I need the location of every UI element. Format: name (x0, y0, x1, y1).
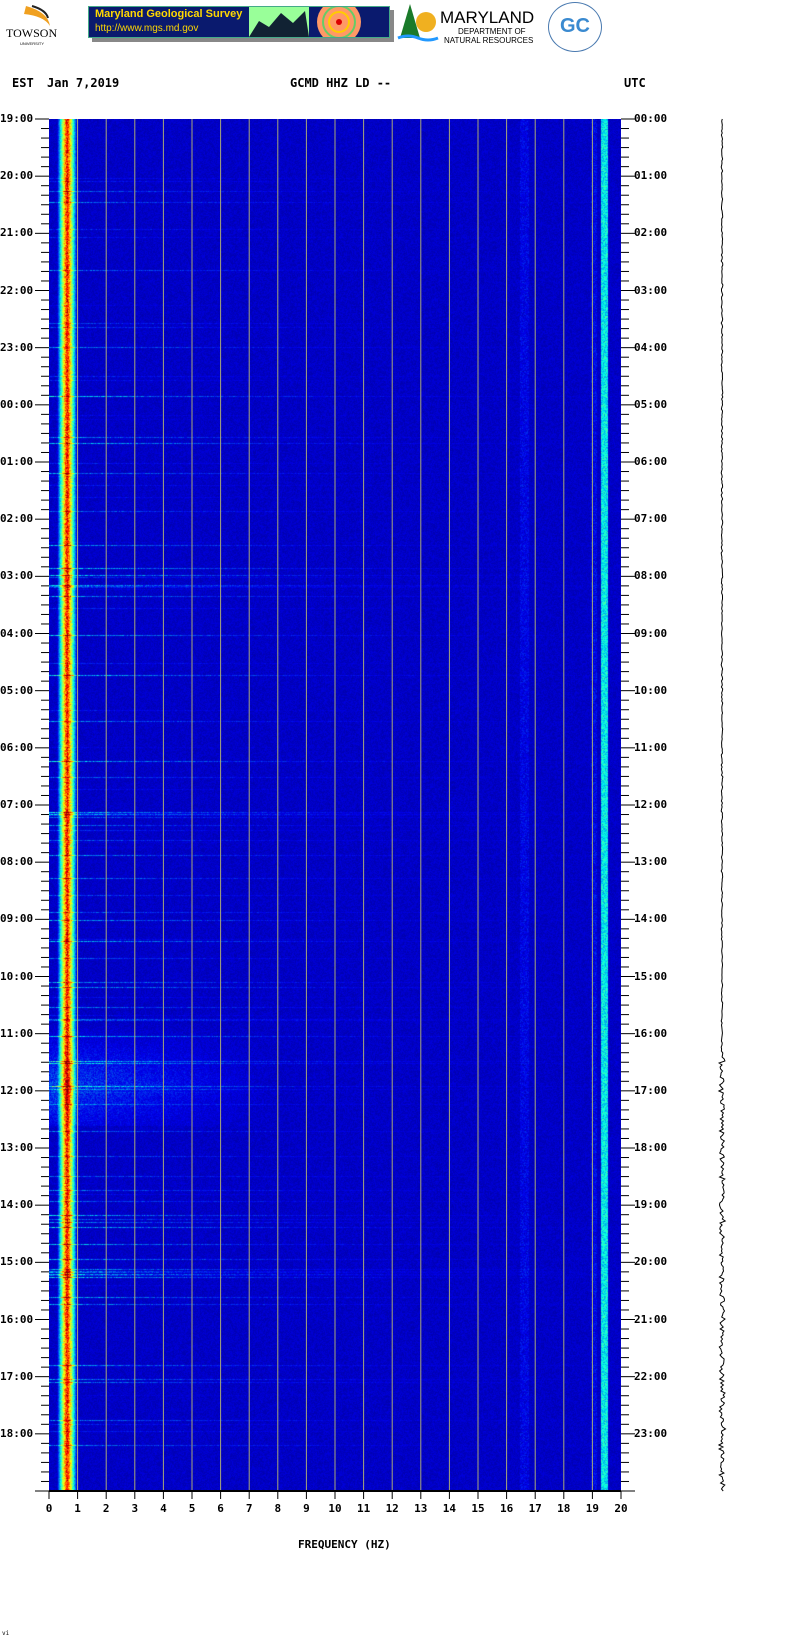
x-tick-label: 7 (245, 1502, 253, 1515)
gc-logo: GC (548, 2, 602, 52)
y-left-tick-label: 12:00 (0, 1083, 34, 1097)
date-label: Jan 7,2019 (47, 76, 120, 90)
y-left-tick-label: 10:00 (0, 969, 34, 983)
x-tick-label: 11 (356, 1502, 371, 1515)
towson-swoosh-icon (24, 5, 50, 26)
chart-axes (35, 118, 727, 1499)
x-tick-label: 6 (217, 1502, 224, 1515)
y-left-tick-label: 13:00 (0, 1141, 34, 1154)
y-left-tick-label: 02:00 (0, 512, 34, 526)
x-tick-label: 20 (614, 1502, 628, 1515)
mgs-url[interactable]: http://www.mgs.md.gov (95, 23, 199, 34)
y-left-tick-label: 08:00 (0, 855, 34, 869)
y-right-tick-label: 18:00 (634, 1141, 668, 1154)
y-right-tick-label: 13:00 (634, 855, 668, 869)
y-left-tick-label: 18:00 (0, 1426, 34, 1440)
y-right-tick-label: 22:00 (634, 1369, 668, 1383)
mgs-seismic-icon (249, 7, 361, 37)
x-tick-label: 8 (274, 1502, 282, 1515)
y-right-tick-label: 10:00 (634, 683, 668, 697)
seismogram-trace (717, 118, 727, 1492)
footer-mark: vi (2, 1630, 10, 1637)
y-right-tick-label: 19:00 (634, 1198, 668, 1212)
y-right-tick-label: 08:00 (634, 569, 668, 583)
y-left-tick-label: 23:00 (0, 340, 34, 354)
x-tick-label: 16 (499, 1502, 514, 1515)
dnr-title: MARYLAND (440, 8, 535, 27)
y-right-tick-label: 02:00 (634, 226, 668, 240)
y-left-tick-label: 11:00 (0, 1026, 34, 1040)
x-tick-label: 9 (303, 1502, 310, 1515)
y-right-tick-label: 21:00 (634, 1312, 668, 1326)
x-tick-label: 4 (160, 1502, 167, 1515)
x-tick-label: 14 (442, 1502, 457, 1515)
y-left-tick-label: 19:00 (0, 112, 34, 125)
y-right-tick-label: 09:00 (634, 626, 668, 640)
x-tick-label: 1 (74, 1502, 81, 1515)
mgs-title: Maryland Geological Survey (95, 8, 243, 20)
y-right-tick-label: 01:00 (634, 169, 668, 183)
y-right-tick-label: 16:00 (634, 1026, 668, 1040)
x-tick-label: 13 (414, 1502, 428, 1515)
dnr-sub1: DEPARTMENT OF (458, 27, 526, 36)
left-timezone: EST (12, 76, 34, 90)
y-left-tick-label: 06:00 (0, 740, 34, 754)
x-tick-label: 19 (585, 1502, 600, 1515)
y-left-tick-label: 21:00 (0, 226, 34, 240)
right-timezone: UTC (624, 76, 646, 90)
y-left-tick-label: 05:00 (0, 683, 34, 697)
dnr-sub2: NATURAL RESOURCES (444, 36, 534, 45)
y-left-tick-label: 20:00 (0, 169, 34, 183)
y-left-tick-label: 01:00 (0, 455, 34, 468)
y-right-tick-label: 17:00 (634, 1083, 668, 1097)
y-right-tick-label: 11:00 (634, 740, 668, 754)
y-right-tick-label: 07:00 (634, 512, 668, 526)
y-left-tick-label: 07:00 (0, 798, 34, 811)
x-tick-label: 12 (385, 1502, 399, 1515)
x-tick-label: 5 (188, 1502, 196, 1515)
y-right-tick-label: 05:00 (634, 397, 668, 411)
y-right-tick-label: 20:00 (634, 1255, 668, 1269)
y-left-tick-label: 03:00 (0, 569, 34, 583)
y-right-tick-label: 00:00 (634, 112, 668, 125)
y-right-tick-label: 15:00 (634, 969, 668, 983)
y-right-tick-label: 14:00 (634, 912, 668, 926)
y-left-tick-label: 22:00 (0, 283, 34, 297)
mgs-banner[interactable]: Maryland Geological Survey http://www.mg… (88, 6, 390, 38)
y-left-tick-label: 00:00 (0, 397, 34, 411)
x-tick-label: 3 (131, 1502, 139, 1515)
x-tick-label: 10 (328, 1502, 342, 1515)
towson-subtext: UNIVERSITY (20, 41, 45, 46)
x-tick-label: 17 (528, 1502, 542, 1515)
x-tick-label: 18 (557, 1502, 571, 1515)
x-tick-label: 15 (471, 1502, 485, 1515)
y-left-tick-label: 16:00 (0, 1312, 34, 1326)
y-left-tick-label: 15:00 (0, 1255, 34, 1269)
dnr-tree-icon (397, 4, 439, 42)
y-right-tick-label: 03:00 (634, 283, 668, 297)
y-left-tick-label: 09:00 (0, 912, 34, 926)
y-right-tick-label: 12:00 (634, 798, 668, 811)
x-tick-label: 0 (45, 1502, 53, 1515)
towson-text: TOWSON (6, 26, 58, 40)
y-right-tick-label: 04:00 (634, 340, 668, 354)
towson-logo: TOWSON UNIVERSITY (4, 4, 70, 48)
y-left-tick-label: 17:00 (0, 1369, 34, 1383)
y-left-tick-label: 14:00 (0, 1198, 34, 1212)
y-left-tick-label: 04:00 (0, 626, 34, 640)
x-tick-label: 2 (102, 1502, 110, 1515)
gc-text: GC (560, 15, 590, 37)
y-right-tick-label: 23:00 (634, 1426, 668, 1440)
station-label: GCMD HHZ LD -- (290, 76, 392, 90)
y-right-tick-label: 06:00 (634, 455, 668, 468)
dnr-logo: MARYLAND DEPARTMENT OF NATURAL RESOURCES (396, 2, 546, 46)
x-axis-title: FREQUENCY (HZ) (298, 1538, 391, 1551)
